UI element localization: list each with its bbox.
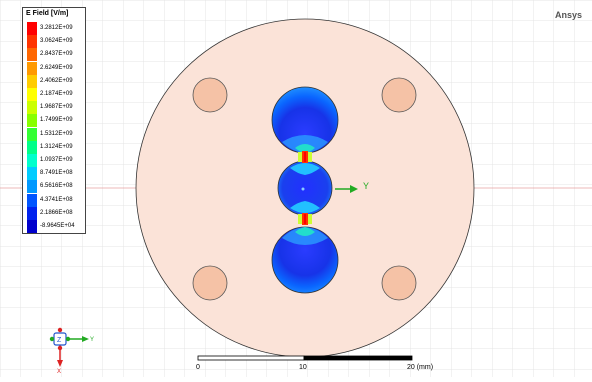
y-axis-arrowhead xyxy=(350,185,358,193)
triad-x-arrowhead xyxy=(57,360,63,367)
legend-swatch xyxy=(27,180,37,194)
scale-label-0: 0 xyxy=(196,364,200,371)
legend-value: 8.7491E+08 xyxy=(40,170,73,177)
legend-value: 1.0937E+09 xyxy=(40,157,73,163)
scale-label-10: 10 xyxy=(299,364,307,371)
triad-x-label: X xyxy=(57,369,61,375)
legend-value: 2.1866E+08 xyxy=(40,209,73,216)
legend-value: 3.0624E+09 xyxy=(40,38,73,45)
field-contour-mid-top xyxy=(290,163,320,175)
legend-value: 2.4062E+09 xyxy=(40,77,73,84)
triad-y-arrowhead xyxy=(82,336,89,342)
legend-swatch xyxy=(27,193,37,207)
triad-y-label: Y xyxy=(90,337,94,343)
y-axis-label: Y xyxy=(363,181,369,191)
triad-z-label: Z xyxy=(57,337,62,344)
field-contour-mid-bottom xyxy=(290,201,320,213)
legend-value: 6.5616E+08 xyxy=(40,183,73,190)
field-legend[interactable]: E Field [V/m] 3.2812E+09 3.0624E+09 2.8437… xyxy=(22,7,86,234)
triad-z-dot-bottom xyxy=(57,345,63,351)
hole-top-left xyxy=(192,77,228,113)
gap-field-bottom-core xyxy=(304,214,306,224)
triad-z-dot-right xyxy=(65,336,71,342)
legend-value: 1.5312E+09 xyxy=(40,130,73,137)
legend-swatch xyxy=(27,88,37,101)
legend-swatch xyxy=(27,101,37,115)
scale-label-20: 20 (mm) xyxy=(407,364,434,371)
field-contour-top-inner xyxy=(295,144,315,153)
hole-bottom-left xyxy=(192,265,228,301)
legend-value: 2.1874E+09 xyxy=(40,91,73,97)
legend-value: 2.6249E+09 xyxy=(40,64,73,71)
legend-value: 1.3124E+09 xyxy=(40,143,73,150)
legend-value: 1.9687E+09 xyxy=(40,104,73,111)
legend-value: 3.2812E+09 xyxy=(40,25,73,31)
legend-swatch xyxy=(27,167,37,181)
legend-swatch xyxy=(27,206,37,220)
hole-bottom-right xyxy=(381,265,417,301)
legend-swatch xyxy=(27,48,37,62)
brand-logo: Ansys xyxy=(554,10,582,20)
legend-swatch xyxy=(27,220,37,233)
triad-z-dot-left xyxy=(49,336,55,342)
orientation-triad[interactable]: Y X Z xyxy=(49,327,94,375)
legend-value: 4.3741E+08 xyxy=(40,196,73,203)
legend-swatch xyxy=(27,74,37,88)
legend-swatch xyxy=(27,35,37,49)
legend-value: -8.9645E+04 xyxy=(40,223,75,229)
legend-swatch xyxy=(27,114,37,128)
legend-value: 2.8437E+09 xyxy=(40,51,73,58)
field-contour-bottom-inner xyxy=(295,227,315,236)
hole-top-right xyxy=(381,77,417,113)
gap-field-top-core xyxy=(304,152,306,162)
legend-swatch xyxy=(27,127,37,141)
legend-swatch xyxy=(27,140,37,154)
triad-z-dot-top xyxy=(57,327,63,333)
legend-value: 1.7499E+09 xyxy=(40,117,73,124)
scale-bar-right xyxy=(303,355,413,361)
legend-swatch xyxy=(27,61,37,75)
legend-swatch xyxy=(27,22,37,35)
scale-bar-left xyxy=(197,355,305,361)
legend-swatch xyxy=(27,154,37,167)
legend-title: E Field [V/m] xyxy=(26,10,69,17)
center-marker xyxy=(301,187,305,191)
